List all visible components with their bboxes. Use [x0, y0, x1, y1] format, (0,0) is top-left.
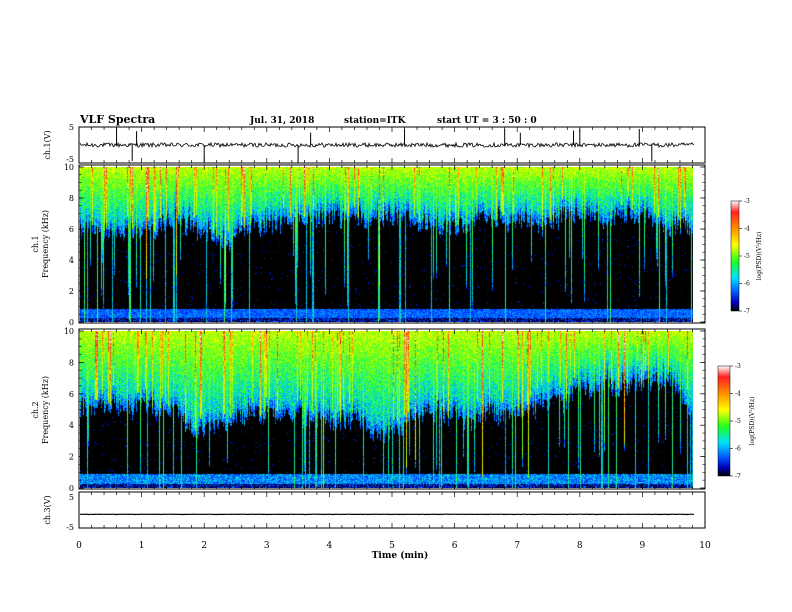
ch1-waveform-trace [79, 141, 694, 149]
colorbar-tick-label: -5 [735, 418, 741, 425]
ch1-waveform-spikes [116, 127, 653, 163]
figure-station: station=ITK [344, 116, 407, 126]
ch1-colorbar-ticks: -3 -4 -5 -6 -7 [739, 198, 750, 315]
figure-title: VLF Spectra [79, 113, 155, 126]
figure-start-ut: start UT = 3 : 50 : 0 [437, 116, 537, 126]
figure-date: Jul. 31, 2018 [249, 116, 314, 126]
ch1-spectrogram-ylabel-frequency: Frequency (kHz) [41, 210, 50, 278]
frequency-tick-label: 6 [69, 390, 74, 399]
ch1-colorbar-label: log(PSD)(V²/Hz) [756, 232, 763, 281]
ch2-spectrogram-image [80, 331, 693, 488]
ch3-waveform-frame [78, 491, 706, 529]
ch2-colorbar-ticks: -3 -4 -5 -6 -7 [730, 363, 741, 480]
ch2-colorbar: -3 -4 -5 -6 -7 log(PSD)(V²/Hz) [717, 363, 756, 480]
colorbar-tick-label: -7 [744, 308, 750, 315]
frequency-tick-label: 10 [64, 163, 74, 172]
ch1-ytick-bottom: -5 [66, 155, 74, 164]
frequency-tick-label: 10 [64, 327, 74, 336]
time-tick-label: 2 [201, 541, 207, 551]
ch1-spectrogram-panel: 0 2 4 6 8 10 ch.1 Frequency (kHz) [31, 163, 706, 327]
ch2-spectrogram-yticks: 0 2 4 6 8 10 [64, 327, 705, 493]
colorbar-tick-label: -6 [744, 281, 750, 288]
colorbar-tick-label: -4 [735, 391, 741, 398]
colorbar-tick-label: -5 [744, 253, 750, 260]
time-tick-label: 5 [389, 541, 395, 551]
time-tick-label: 8 [577, 541, 583, 551]
colorbar-tick-label: -7 [735, 473, 741, 480]
time-axis-label: Time (min) [372, 550, 429, 561]
colorbar-tick-label: -4 [744, 226, 750, 233]
ch3-ytick-bottom: -5 [66, 523, 74, 532]
ch1-colorbar-gradient [731, 201, 739, 311]
ch2-spectrogram-panel: 0 2 4 6 8 10 ch.2 Frequency (kHz) [31, 327, 706, 493]
time-tick-label: 1 [139, 541, 145, 551]
ch2-colorbar-label: log(PSD)(V²/Hz) [749, 397, 756, 446]
time-tick-label: 4 [327, 541, 333, 551]
frequency-tick-label: 4 [69, 256, 74, 265]
ch3-ytick-top: 5 [69, 493, 74, 502]
frequency-tick-label: 6 [69, 225, 74, 234]
ch3-waveform-ylabel: ch.3(V) [43, 495, 52, 524]
time-tick-label: 0 [76, 541, 82, 551]
time-tick-label: 10 [699, 541, 711, 551]
ch1-spectrogram-ylabel-channel: ch.1 [31, 235, 40, 252]
colorbar-tick-label: -6 [735, 446, 741, 453]
frequency-tick-label: 8 [69, 358, 74, 367]
frequency-tick-label: 4 [69, 421, 74, 430]
ch1-spectrogram-image [80, 167, 693, 322]
frequency-tick-label: 2 [69, 287, 74, 296]
time-tick-label: 3 [264, 541, 270, 551]
ch2-colorbar-gradient [718, 366, 730, 476]
colorbar-tick-label: -3 [744, 198, 750, 205]
ch1-spectrogram-yticks: 0 2 4 6 8 10 [64, 163, 705, 327]
ch1-waveform-panel: 5 -5 ch.1(V) [43, 123, 706, 164]
ch2-spectrogram-ylabel-frequency: Frequency (kHz) [41, 376, 50, 444]
time-axis-ticks: 0 1 2 3 4 5 6 7 8 9 10 [76, 127, 711, 551]
ch1-ytick-top: 5 [69, 123, 74, 132]
frequency-tick-label: 0 [69, 484, 74, 493]
time-tick-label: 9 [640, 541, 646, 551]
ch1-colorbar: -3 -4 -5 -6 -7 log(PSD)(V²/Hz) [730, 198, 763, 315]
ch1-waveform-ylabel: ch.1(V) [43, 130, 52, 159]
ch3-waveform-panel: 5 -5 ch.3(V) [43, 491, 706, 532]
frequency-tick-label: 2 [69, 453, 74, 462]
frequency-tick-label: 0 [69, 318, 74, 327]
ch2-spectrogram-ylabel-channel: ch.2 [31, 401, 40, 418]
frequency-tick-label: 8 [69, 194, 74, 203]
time-tick-label: 6 [452, 541, 458, 551]
colorbar-tick-label: -3 [735, 363, 741, 370]
time-tick-label: 7 [514, 541, 520, 551]
